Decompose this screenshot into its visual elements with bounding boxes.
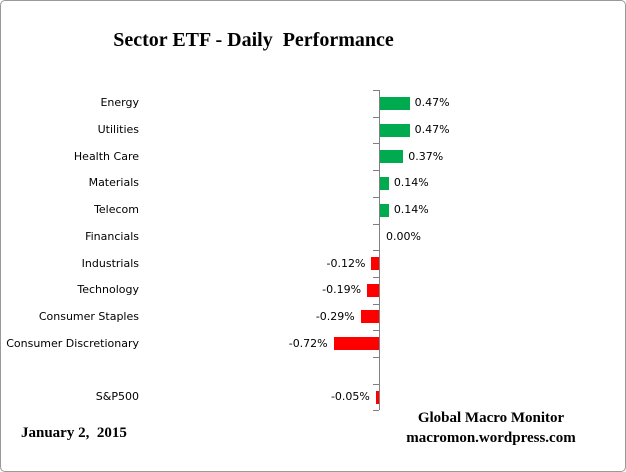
category-label: Technology [77, 283, 139, 297]
category-label: S&P500 [95, 390, 139, 404]
axis-tick [373, 143, 379, 144]
category-label: Energy [100, 96, 139, 110]
footer-source-url: macromon.wordpress.com [406, 430, 576, 446]
axis-tick [373, 250, 379, 251]
value-label: 0.14% [393, 203, 429, 217]
axis-tick [373, 117, 379, 118]
axis-tick [373, 197, 379, 198]
positive-bar [380, 150, 404, 164]
value-label: 0.00% [386, 229, 421, 243]
axis-tick [373, 90, 379, 91]
negative-bar [371, 257, 379, 271]
value-label: 0.47% [414, 123, 450, 137]
category-label: Health Care [73, 149, 139, 163]
category-label: Materials [88, 176, 139, 190]
axis-tick [373, 384, 379, 385]
value-label: -0.29% [315, 309, 355, 323]
value-label: 0.14% [393, 176, 429, 190]
footer-date: January 2, 2015 [21, 425, 127, 441]
value-label: -0.12% [326, 256, 366, 270]
value-label: 0.37% [408, 149, 444, 163]
axis-tick [373, 330, 379, 331]
category-label: Financials [85, 229, 139, 243]
axis-tick [373, 410, 379, 411]
y-axis-line [379, 90, 380, 411]
positive-bar [380, 123, 410, 137]
axis-tick [373, 304, 379, 305]
chart-title: Sector ETF - Daily Performance [113, 29, 394, 51]
axis-tick [373, 224, 379, 225]
category-label: Telecom [94, 203, 139, 217]
axis-tick [373, 170, 379, 171]
axis-tick [373, 357, 379, 358]
footer-source: Global Macro Monitor macromon.wordpress.… [371, 408, 611, 448]
negative-bar [333, 337, 379, 351]
footer-source-name: Global Macro Monitor [417, 410, 565, 426]
negative-bar [367, 283, 379, 297]
value-label: -0.72% [288, 336, 328, 350]
positive-bar [380, 176, 389, 190]
value-label: 0.47% [414, 96, 450, 110]
category-label: Consumer Staples [38, 309, 139, 323]
value-label: -0.19% [322, 283, 362, 297]
value-label: -0.05% [330, 390, 370, 404]
category-label: Utilities [97, 123, 139, 137]
axis-tick [373, 277, 379, 278]
positive-bar [380, 96, 410, 110]
category-label: Consumer Discretionary [6, 336, 139, 350]
category-label: Industrials [81, 256, 139, 270]
negative-bar [375, 390, 379, 404]
negative-bar [360, 310, 379, 324]
positive-bar [380, 203, 389, 217]
